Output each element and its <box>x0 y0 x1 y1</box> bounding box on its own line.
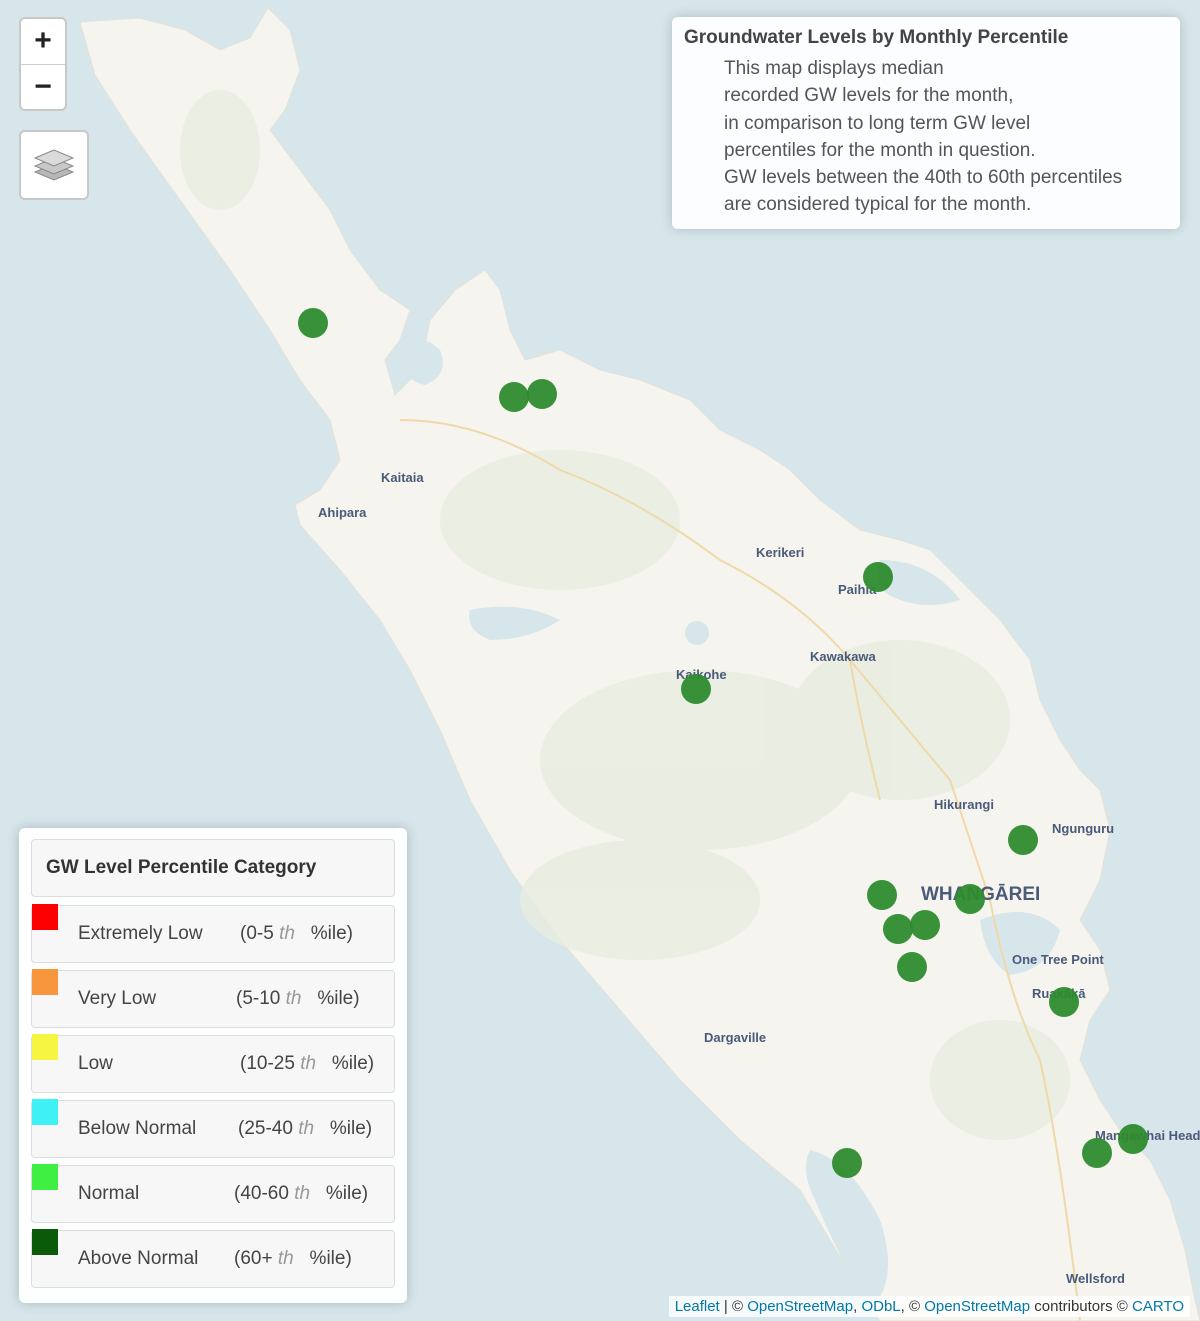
label-dargaville: Dargaville <box>704 1030 766 1045</box>
label-one-tree-point: One Tree Point <box>1012 952 1104 967</box>
legend-item-very-low: Very Low (5-10 th %ile) <box>31 969 395 1028</box>
site-marker[interactable] <box>897 952 927 982</box>
label-kaitaia: Kaitaia <box>381 470 424 485</box>
site-marker[interactable] <box>867 880 897 910</box>
legend-label: Low <box>78 1053 113 1074</box>
legend-item-normal: Normal (40-60 th %ile) <box>31 1164 395 1223</box>
label-wellsford: Wellsford <box>1066 1271 1125 1286</box>
legend-swatch <box>32 1099 58 1125</box>
info-line: in comparison to long term GW level <box>724 112 1031 134</box>
legend-range: (60+ th %ile) <box>234 1248 352 1269</box>
site-marker[interactable] <box>681 674 711 704</box>
legend-item-above-normal: Above Normal (60+ th %ile) <box>31 1229 395 1288</box>
zoom-out-button[interactable]: − <box>21 64 65 110</box>
label-ngunguru: Ngunguru <box>1052 821 1114 836</box>
info-line: percentiles for the month in question. <box>724 139 1036 161</box>
water-rangaunu-harbour <box>400 340 443 385</box>
legend-swatch <box>32 969 58 995</box>
site-marker[interactable] <box>1082 1138 1112 1168</box>
site-marker[interactable] <box>863 562 893 592</box>
legend-swatch <box>32 1034 58 1060</box>
zoom-in-button[interactable]: + <box>34 24 52 57</box>
site-marker[interactable] <box>883 914 913 944</box>
carto-link[interactable]: CARTO <box>1132 1298 1184 1315</box>
water-whangarei-harbour <box>980 912 1060 975</box>
odbl-link[interactable]: ODbL <box>861 1298 901 1315</box>
legend-label: Normal <box>78 1183 140 1204</box>
legend-label: Below Normal <box>78 1118 197 1139</box>
legend-title: GW Level Percentile Category <box>31 839 395 897</box>
legend-range: (25-40 th %ile) <box>238 1118 373 1139</box>
legend-panel: GW Level Percentile Category Extremely L… <box>19 828 407 1303</box>
monitoring-site-markers <box>298 308 1148 1178</box>
legend-item-low: Low (10-25 th %ile) <box>31 1034 395 1093</box>
legend-swatch <box>32 904 58 930</box>
osm-contributors-link[interactable]: OpenStreetMap <box>924 1298 1031 1315</box>
info-title: Groundwater Levels by Monthly Percentile <box>684 27 1069 48</box>
layers-icon <box>33 149 75 181</box>
place-labels: Kaitaia Ahipara Kerikeri Paihia Kawakawa… <box>318 470 1200 1286</box>
legend-item-below-normal: Below Normal (25-40 th %ile) <box>31 1099 395 1158</box>
site-marker[interactable] <box>527 379 557 409</box>
info-line: are considered typical for the month. <box>724 194 1032 216</box>
site-marker[interactable] <box>1049 987 1079 1017</box>
label-kawakawa: Kawakawa <box>810 649 877 664</box>
legend-range: (5-10 th %ile) <box>236 988 360 1009</box>
legend-swatch <box>32 1229 58 1255</box>
label-kerikeri: Kerikeri <box>756 545 804 560</box>
legend-label: Very Low <box>78 988 157 1009</box>
site-marker[interactable] <box>832 1148 862 1178</box>
site-marker[interactable] <box>1008 825 1038 855</box>
label-ahipara: Ahipara <box>318 505 367 520</box>
info-line: GW levels between the 40th to 60th perce… <box>724 167 1123 189</box>
legend-label: Extremely Low <box>78 923 203 944</box>
osm-link[interactable]: OpenStreetMap <box>747 1298 854 1315</box>
water-bay-of-islands <box>877 560 960 605</box>
site-marker[interactable] <box>499 382 529 412</box>
water-hokianga-harbour <box>469 606 560 640</box>
legend-label: Above Normal <box>78 1248 199 1269</box>
legend-range: (10-25 th %ile) <box>240 1053 375 1074</box>
layers-button[interactable] <box>19 130 89 200</box>
leaflet-link[interactable]: Leaflet <box>674 1298 720 1315</box>
land-northland <box>79 7 1200 1321</box>
roads <box>399 419 1081 1321</box>
map-attribution: Leaflet | © OpenStreetMap, ODbL, © OpenS… <box>668 1296 1190 1317</box>
info-line: recorded GW levels for the month, <box>724 85 1014 107</box>
site-marker[interactable] <box>955 884 985 914</box>
site-marker[interactable] <box>1118 1124 1148 1154</box>
water-kaipara-harbour <box>806 1150 888 1310</box>
legend-range: (0-5 th %ile) <box>240 923 354 944</box>
label-hikurangi: Hikurangi <box>934 797 994 812</box>
site-marker[interactable] <box>298 308 328 338</box>
legend-swatch <box>32 1164 58 1190</box>
info-line: This map displays median <box>724 58 944 79</box>
site-marker[interactable] <box>910 910 940 940</box>
zoom-control: + − <box>19 17 67 111</box>
legend-range: (40-60 th %ile) <box>234 1183 369 1204</box>
water-lake-omapere <box>685 621 709 645</box>
info-panel: Groundwater Levels by Monthly Percentile… <box>672 17 1180 229</box>
legend-item-extremely-low: Extremely Low (0-5 th %ile) <box>31 904 395 963</box>
